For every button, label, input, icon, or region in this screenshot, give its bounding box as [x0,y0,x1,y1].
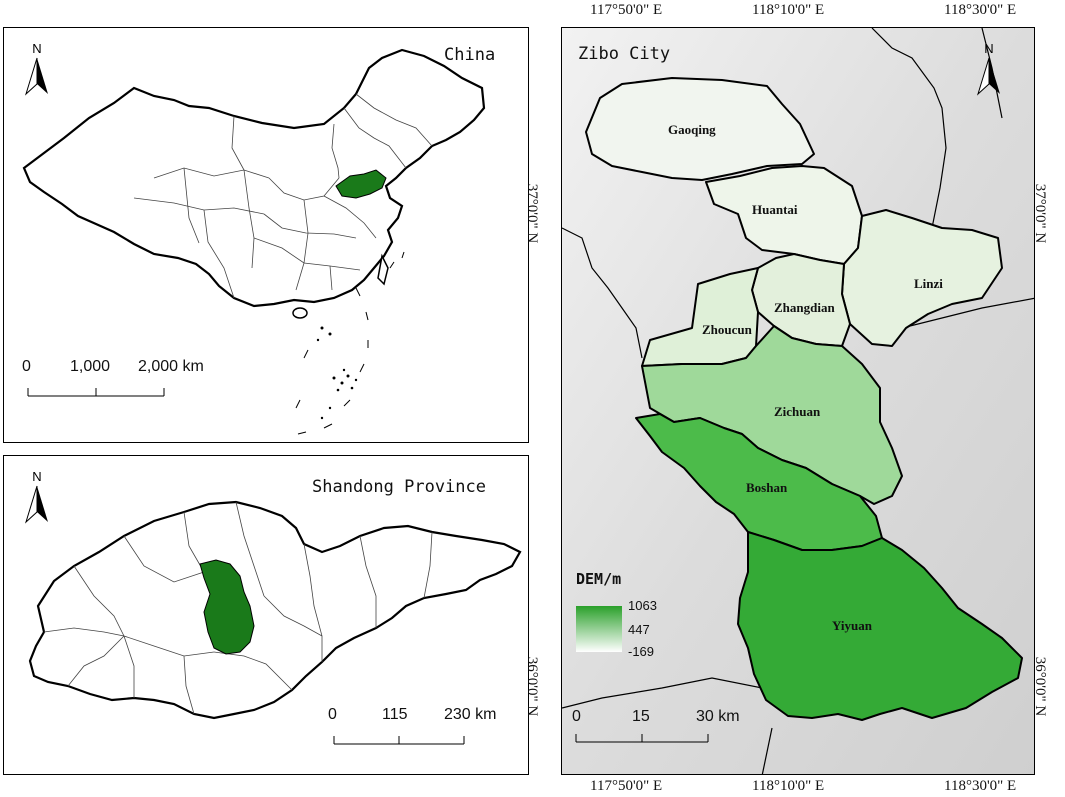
north-letter: N [32,469,42,484]
bottom-longitude-3: 118°30'0" E [944,778,1017,794]
scale-label-2: 230 km [444,706,497,723]
shandong-inset-map: Shandong Province N [3,455,529,775]
scale-label-0: 0 [572,708,581,725]
label-gaoqing: Gaoqing [668,122,716,137]
label-yiyuan: Yiyuan [832,618,872,633]
scale-label-0: 0 [328,706,337,723]
top-longitude-2: 118°10'0" E [752,2,825,18]
china-scale-bar [27,388,165,397]
scale-label-1: 15 [632,708,650,725]
china-boundary [22,48,486,308]
top-longitude-1: 117°50'0" E [590,2,663,18]
bottom-longitude-1: 117°50'0" E [590,778,663,794]
legend-gradient-swatch [576,606,622,652]
shandong-boundary [28,500,522,720]
north-arrow-icon [24,57,48,96]
shandong-scale-bar [333,736,465,745]
scale-label-1: 115 [382,706,408,723]
scale-label-2: 2,000 km [138,358,204,375]
scale-label-0: 0 [22,358,31,375]
label-boshan: Boshan [746,480,788,495]
north-letter: N [984,41,994,56]
north-arrow-icon [24,485,48,524]
legend-title: DEM/m [576,570,622,588]
north-arrow: N [22,470,52,529]
north-arrow: N [974,42,1004,101]
north-arrow: N [22,42,52,101]
shandong-outline [28,500,522,745]
label-huantai: Huantai [752,202,798,217]
label-zhoucun: Zhoucun [702,322,752,337]
legend-max: 1063 [628,598,657,613]
legend-min: -169 [628,644,655,659]
north-letter: N [32,41,42,56]
left-latitude-2: 36°0'0" N [524,656,541,717]
label-linzi: Linzi [914,276,943,291]
shandong-highlight [335,169,387,199]
china-title: China [444,45,496,65]
zibo-highlight [199,559,255,655]
zibo-map-graphic [562,28,1034,774]
label-zhangdian: Zhangdian [774,300,835,315]
north-arrow-icon [976,57,1000,96]
zibo-scale-bar [575,734,709,743]
scale-label-2: 30 km [696,708,740,725]
scale-label-1: 1,000 [70,358,111,375]
label-zichuan: Zichuan [774,404,821,419]
left-latitude-1: 37°0'0" N [524,183,541,244]
legend-mid: 447 [628,622,650,637]
bottom-longitude-2: 118°10'0" E [752,778,825,794]
district-yiyuan [737,531,1023,721]
china-inset-map: China N [3,27,529,443]
district-gaoqing [585,77,815,181]
district-zhangdian [751,253,851,347]
top-longitude-3: 118°30'0" E [944,2,1017,18]
zibo-main-map: Zibo City N Gaoqing Huantai Linzi Zhangd… [561,27,1035,775]
zibo-title: Zibo City [578,44,671,64]
shandong-title: Shandong Province [312,477,486,497]
china-outline [22,48,486,435]
